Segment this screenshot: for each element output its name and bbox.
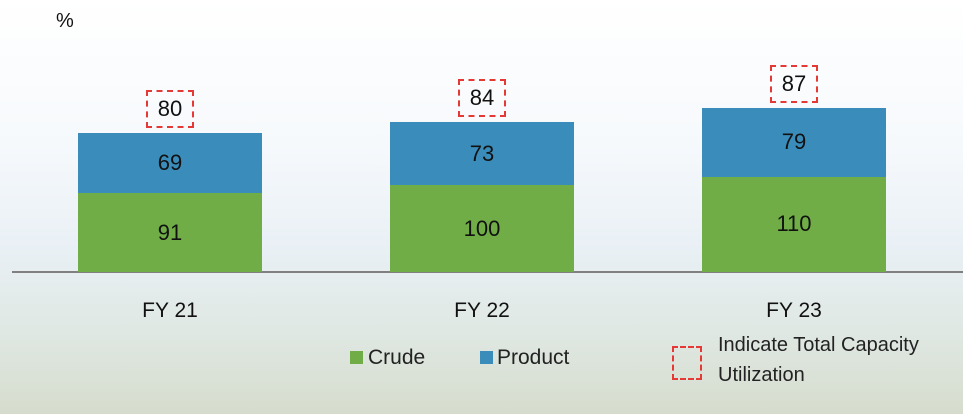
- x-tick-label: FY 21: [142, 299, 198, 322]
- bar: [78, 193, 262, 272]
- bar-value-label: 69: [157, 150, 183, 176]
- unit-label: %: [56, 10, 74, 32]
- legend-swatch: [672, 346, 702, 380]
- bar: [390, 185, 574, 272]
- legend-swatch: [480, 351, 493, 364]
- bar: [78, 133, 262, 193]
- x-tick-label: FY 23: [766, 299, 822, 322]
- x-tick-label: FY 22: [454, 299, 510, 322]
- bar-value-label: 73: [469, 140, 495, 166]
- bar-value-label: 100: [463, 215, 501, 241]
- baseline: [12, 271, 963, 273]
- bar-value-label: 91: [157, 219, 183, 245]
- utilization-box: 80: [146, 90, 194, 129]
- bar: [390, 121, 574, 186]
- legend-label: Product: [497, 346, 570, 369]
- utilization-box: 87: [770, 64, 818, 103]
- bar: [702, 176, 886, 272]
- bar: [702, 107, 886, 177]
- utilization-box: 84: [458, 78, 506, 117]
- legend-swatch: [350, 351, 363, 364]
- legend-label: Indicate Total Capacity Utilization: [718, 334, 919, 386]
- bar-value-label: 110: [776, 211, 812, 237]
- bar-value-label: 79: [781, 129, 807, 155]
- legend-label: Crude: [368, 346, 426, 369]
